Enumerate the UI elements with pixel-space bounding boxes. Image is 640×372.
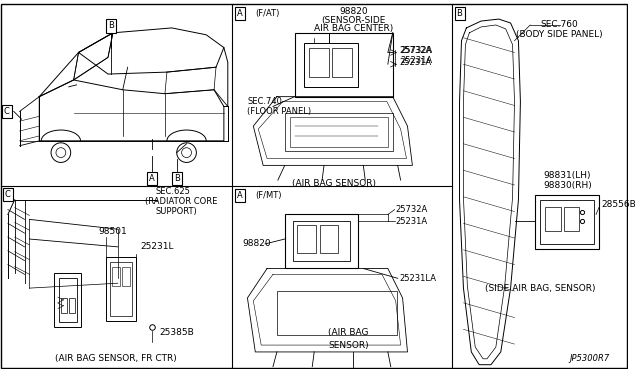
Bar [320,225,338,253]
Text: 98830(RH): 98830(RH) [543,180,592,189]
Bar [564,206,579,231]
Bar [112,266,120,286]
Text: 25732A: 25732A [396,205,428,214]
Text: 28556B: 28556B [601,200,636,209]
Bar [332,48,351,77]
Bar [545,206,561,231]
Bar [540,200,594,244]
Text: 25385B: 25385B [159,328,194,337]
Text: SEC.760: SEC.760 [541,20,579,29]
Bar [277,291,397,335]
Bar [54,273,81,327]
Text: SEC.625: SEC.625 [155,187,190,196]
Text: (SENSOR-SIDE: (SENSOR-SIDE [321,16,386,25]
Text: A: A [237,9,243,18]
Bar [294,33,393,97]
Text: A: A [149,174,155,183]
Bar [68,298,75,312]
Bar [110,262,132,315]
Text: SUPPORT): SUPPORT) [155,207,197,216]
Text: (AIR BAG SENSOR, FR CTR): (AIR BAG SENSOR, FR CTR) [55,354,177,363]
Bar [296,225,316,253]
Text: (FLOOR PANEL): (FLOOR PANEL) [248,107,312,116]
Bar [59,278,77,323]
Bar [285,215,358,269]
Text: (RADIATOR CORE: (RADIATOR CORE [145,197,218,206]
Text: 25231A: 25231A [396,217,428,226]
Text: (BODY SIDE PANEL): (BODY SIDE PANEL) [516,30,603,39]
Text: C: C [5,190,11,199]
Text: 98831(LH): 98831(LH) [543,171,591,180]
Text: C: C [4,107,10,116]
Text: B: B [108,22,114,31]
Bar [61,298,67,312]
Text: 25231A: 25231A [401,56,433,65]
Text: B: B [174,174,180,183]
Bar [285,113,393,151]
Text: (AIR BAG: (AIR BAG [328,328,369,337]
Text: 25231LA: 25231LA [399,274,436,283]
Text: SENSOR): SENSOR) [328,341,369,350]
Text: 98820: 98820 [339,7,368,16]
Bar [535,195,599,249]
Text: 98820: 98820 [243,240,271,248]
Text: (AIR BAG SENSOR): (AIR BAG SENSOR) [292,179,376,187]
Text: (F/AT): (F/AT) [255,9,280,18]
Bar [309,48,329,77]
Bar [290,117,388,147]
Bar [292,221,349,261]
Text: B: B [456,9,463,18]
Text: A: A [237,191,243,200]
Text: 25231A: 25231A [399,58,432,67]
Text: 98501: 98501 [98,227,127,236]
Text: JP5300R7: JP5300R7 [569,354,609,363]
Text: SEC.740: SEC.740 [248,97,282,106]
Text: 25231L: 25231L [140,243,174,251]
Bar [106,257,136,321]
Text: (SIDE AIR BAG, SENSOR): (SIDE AIR BAG, SENSOR) [484,283,595,293]
Text: 25732A: 25732A [399,46,432,55]
Bar [122,266,130,286]
Bar [305,43,358,87]
Text: (F/MT): (F/MT) [255,191,282,200]
Text: 25732A: 25732A [401,46,433,55]
Text: AIR BAG CENTER): AIR BAG CENTER) [314,25,393,33]
